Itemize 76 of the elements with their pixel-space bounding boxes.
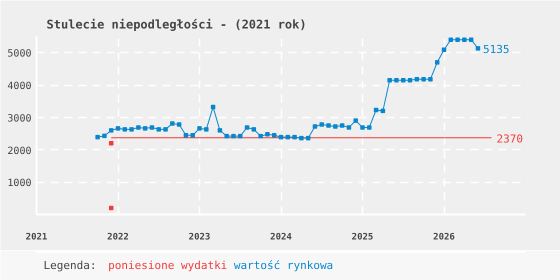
point bbox=[434, 60, 440, 65]
point bbox=[468, 37, 474, 42]
point bbox=[306, 136, 310, 140]
point bbox=[163, 127, 168, 132]
point bbox=[360, 125, 365, 130]
point bbox=[136, 125, 141, 130]
point bbox=[292, 134, 297, 140]
point bbox=[238, 134, 242, 138]
point bbox=[476, 46, 480, 51]
x-tick-label: 2024 bbox=[270, 232, 292, 242]
point bbox=[421, 76, 426, 82]
point bbox=[387, 78, 392, 82]
point bbox=[401, 78, 406, 82]
point bbox=[272, 132, 276, 138]
point bbox=[224, 134, 229, 138]
point bbox=[244, 125, 250, 130]
point bbox=[286, 134, 290, 140]
point bbox=[156, 127, 161, 132]
point bbox=[197, 126, 202, 131]
chart-title: Stulecie niepodległości - (2021 rok) bbox=[46, 18, 307, 32]
point bbox=[116, 126, 120, 131]
point bbox=[190, 132, 195, 138]
point bbox=[374, 108, 378, 112]
y-tick-label: 1000 bbox=[7, 178, 32, 190]
text: poniesione wydatki bbox=[108, 259, 228, 272]
x-tick-label: 2023 bbox=[188, 232, 210, 242]
point bbox=[353, 118, 358, 123]
point bbox=[320, 122, 324, 127]
point bbox=[333, 124, 338, 129]
point bbox=[176, 122, 182, 127]
y-tick-label: 5000 bbox=[7, 48, 32, 60]
y-tick-label: 2000 bbox=[7, 146, 32, 157]
point bbox=[408, 78, 412, 82]
point bbox=[448, 37, 454, 42]
data-label: 5135 bbox=[482, 42, 510, 56]
point bbox=[299, 136, 304, 140]
data-label: 2370 bbox=[496, 132, 524, 146]
point bbox=[455, 37, 460, 42]
x-tick-label: 2026 bbox=[433, 232, 455, 242]
point bbox=[218, 128, 222, 133]
legend-title: Legenda: bbox=[43, 259, 96, 272]
point bbox=[95, 134, 100, 140]
point bbox=[142, 126, 148, 131]
point bbox=[414, 76, 420, 82]
x-tick-label: 2022 bbox=[107, 232, 129, 242]
point bbox=[210, 104, 216, 110]
point bbox=[428, 76, 433, 82]
point bbox=[129, 127, 134, 132]
point bbox=[170, 121, 175, 126]
point bbox=[102, 134, 107, 138]
x-tick-label: 2021 bbox=[26, 232, 48, 242]
point bbox=[278, 134, 284, 140]
point bbox=[394, 78, 399, 82]
y-tick-label: 4000 bbox=[7, 81, 32, 92]
point bbox=[340, 123, 344, 128]
point bbox=[108, 141, 114, 146]
point bbox=[122, 127, 128, 132]
y-tick-label: 3000 bbox=[7, 113, 32, 124]
point bbox=[108, 128, 114, 133]
point bbox=[258, 134, 263, 138]
point bbox=[184, 132, 188, 138]
point bbox=[380, 108, 386, 114]
point bbox=[204, 127, 209, 132]
point bbox=[367, 125, 372, 130]
point bbox=[265, 132, 270, 136]
point bbox=[252, 127, 256, 132]
point bbox=[312, 124, 318, 129]
text: wartość rynkowa bbox=[234, 259, 334, 272]
point bbox=[326, 123, 331, 128]
point bbox=[442, 48, 446, 52]
point bbox=[462, 37, 467, 42]
point bbox=[108, 206, 114, 210]
x-tick-label: 2025 bbox=[352, 232, 374, 242]
point bbox=[231, 134, 236, 138]
point bbox=[150, 125, 154, 130]
point bbox=[346, 125, 352, 130]
